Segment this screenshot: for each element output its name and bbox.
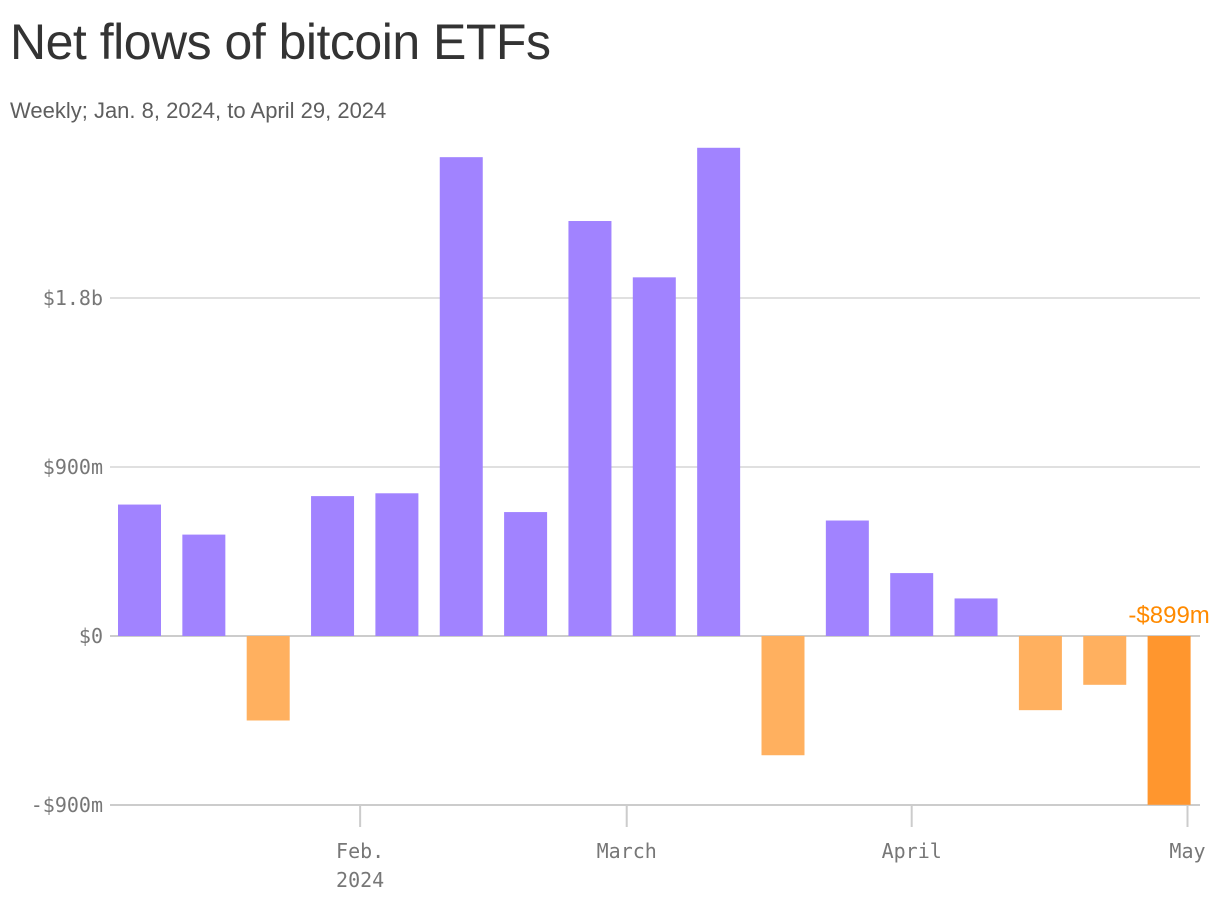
x-tick-label: May bbox=[1169, 839, 1205, 863]
bar-2024-01-08 bbox=[118, 504, 161, 636]
bar-2024-02-12 bbox=[439, 157, 483, 637]
bar-2024-01-29 bbox=[311, 496, 355, 636]
chart-title: Net flows of bitcoin ETFs bbox=[10, 14, 551, 70]
y-tick-label: $900m bbox=[43, 455, 103, 479]
y-tick-label: -$900m bbox=[31, 793, 103, 817]
bar-2024-03-11 bbox=[697, 147, 741, 636]
bar-2024-03-18 bbox=[761, 636, 805, 756]
x-axis: Feb. 2024 March April May bbox=[336, 805, 1206, 892]
x-tick-label: 2024 bbox=[336, 868, 384, 892]
bar-2024-04-15 bbox=[1018, 636, 1062, 711]
bar-2024-03-25 bbox=[825, 520, 869, 636]
x-tick-label: March bbox=[597, 839, 657, 863]
x-tick-label: April bbox=[882, 839, 942, 863]
bars-layer bbox=[118, 147, 1191, 805]
x-tick-label: Feb. bbox=[336, 839, 384, 863]
bar-2024-03-04 bbox=[632, 277, 676, 636]
y-tick-label: $1.8b bbox=[43, 286, 103, 310]
bar-2024-01-22 bbox=[246, 636, 290, 721]
bar-2024-04-29 bbox=[1147, 636, 1191, 805]
bar-2024-04-01 bbox=[890, 573, 934, 636]
highlight-value-label: -$899m bbox=[1128, 602, 1209, 629]
labels-layer: -$900m $0 $900m $1.8b -$899m bbox=[31, 286, 1210, 817]
bar-2024-01-15 bbox=[182, 534, 226, 636]
bar-2024-02-26 bbox=[568, 221, 612, 636]
bar-2024-02-19 bbox=[504, 512, 548, 636]
bar-2024-04-08 bbox=[954, 598, 998, 636]
bar-2024-02-05 bbox=[375, 493, 419, 636]
y-tick-label: $0 bbox=[79, 624, 103, 648]
bar-2024-04-22 bbox=[1083, 636, 1127, 685]
chart-subtitle: Weekly; Jan. 8, 2024, to April 29, 2024 bbox=[10, 98, 387, 123]
